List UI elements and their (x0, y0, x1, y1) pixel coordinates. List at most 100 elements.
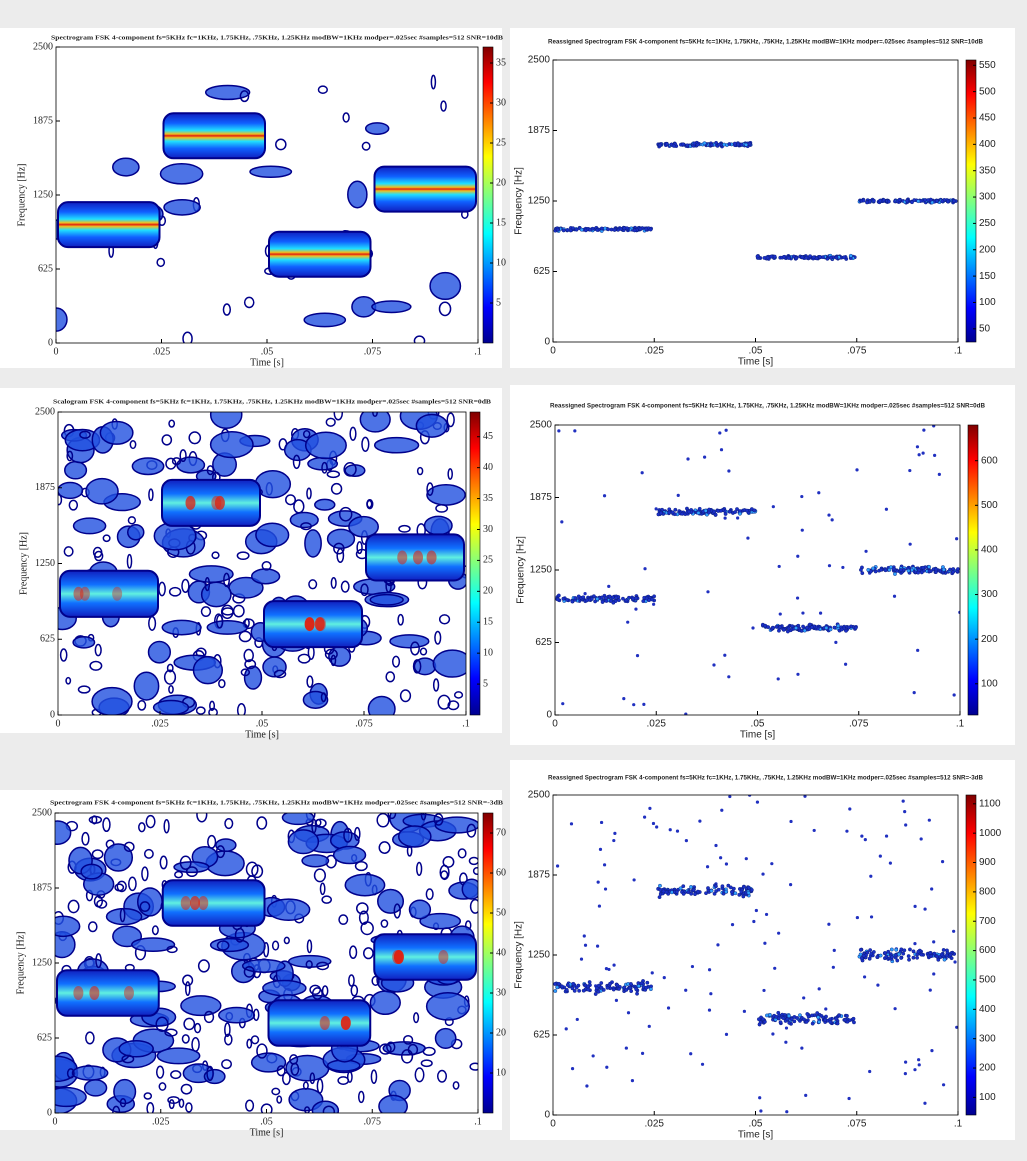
panel-bg (510, 760, 1015, 1140)
track-dot (674, 889, 679, 894)
track-dot (871, 566, 875, 571)
track-dot (755, 254, 760, 259)
noise-contour (377, 888, 405, 914)
noise-contour (420, 1059, 433, 1068)
track-dot (916, 949, 921, 954)
noise-dot (561, 702, 565, 706)
track-dot (614, 595, 619, 600)
noise-contour (380, 919, 389, 928)
y-tick-label: 625 (38, 263, 53, 274)
track-dot (667, 507, 672, 512)
noise-dot (676, 493, 680, 498)
noise-contour (251, 568, 281, 585)
noise-dot (869, 915, 874, 919)
track-dot (804, 1019, 809, 1024)
noise-dot (626, 620, 630, 624)
noise-contour (193, 1022, 202, 1034)
noise-dot (702, 455, 707, 459)
noise-contour (354, 860, 368, 872)
noise-dot (583, 592, 587, 596)
track-dot (741, 894, 746, 899)
track-dot (706, 886, 710, 890)
noise-contour (423, 515, 453, 536)
noise-dot (728, 795, 732, 799)
noise-dot (952, 929, 956, 933)
noise-dot (862, 975, 867, 979)
noise-dot (684, 839, 688, 843)
track-dot (893, 572, 897, 576)
noise-dot (834, 640, 838, 644)
track-dot (681, 891, 686, 896)
colorbar-tick-label: 500 (979, 975, 996, 986)
noise-contour (262, 656, 287, 678)
noise-dot (605, 1065, 609, 1069)
track-dot (889, 947, 894, 952)
noise-dot (736, 516, 740, 520)
track-dot (936, 957, 941, 962)
noise-contour (356, 541, 363, 555)
colorbar-tick-label: 400 (979, 1004, 996, 1015)
noise-dot (884, 507, 889, 511)
track-dot (693, 892, 697, 897)
track-dot (776, 1016, 781, 1021)
x-tick-label: .025 (151, 718, 169, 729)
noise-dot (932, 425, 936, 428)
track-dot (713, 512, 718, 517)
y-tick-label: 1250 (35, 558, 55, 569)
noise-contour (361, 436, 370, 453)
noise-dot (800, 494, 804, 499)
noise-dot (573, 429, 577, 433)
track-dot (935, 954, 940, 959)
x-axis-label: Time [s] (740, 730, 775, 741)
noise-contour (366, 498, 374, 510)
y-axis-label: Frequency [Hz] (15, 931, 26, 994)
y-tick-label: 625 (533, 1030, 550, 1041)
noise-contour (249, 165, 293, 178)
y-tick-label: 625 (535, 637, 552, 648)
noise-contour (378, 1094, 408, 1113)
track-dot (707, 510, 711, 515)
track-dot (632, 228, 637, 233)
track-dot (956, 567, 960, 571)
colorbar-tick-label: 100 (979, 297, 996, 308)
track-dot (612, 227, 617, 232)
track-dot (794, 256, 799, 261)
track-dot (722, 142, 726, 147)
x-tick-label: .025 (152, 1116, 170, 1127)
noise-contour (85, 1031, 95, 1045)
track-dot (878, 953, 883, 958)
colorbar-tick-label: 200 (979, 244, 996, 255)
noise-dot (666, 1006, 671, 1010)
track-dot (787, 1014, 791, 1018)
track-dot (921, 565, 925, 570)
track-dot (727, 509, 732, 514)
noise-contour (305, 960, 313, 969)
colorbar-tick-label: 20 (496, 177, 506, 188)
noise-contour (58, 481, 84, 500)
noise-dot (804, 1093, 808, 1097)
track-dot (607, 594, 612, 599)
track-dot (908, 947, 912, 952)
track-dot (658, 143, 662, 148)
noise-dot (800, 1046, 804, 1050)
noise-dot (724, 428, 728, 432)
plot-area (553, 795, 958, 1114)
track-dot (860, 571, 865, 576)
noise-contour (63, 546, 74, 557)
noise-dot (933, 453, 937, 457)
noise-dot (607, 967, 611, 972)
noise-contour (123, 841, 135, 852)
noise-contour (332, 845, 367, 865)
noise-dot (953, 960, 957, 964)
noise-contour (215, 614, 224, 629)
noise-contour (321, 985, 329, 997)
noise-dot (755, 800, 760, 804)
noise-dot (727, 675, 731, 679)
noise-contour (216, 940, 230, 951)
x-tick-label: .075 (364, 1116, 382, 1127)
track-dot (927, 569, 932, 574)
track-dot (851, 1016, 856, 1021)
noise-dot (860, 834, 864, 838)
noise-dot (719, 448, 724, 452)
